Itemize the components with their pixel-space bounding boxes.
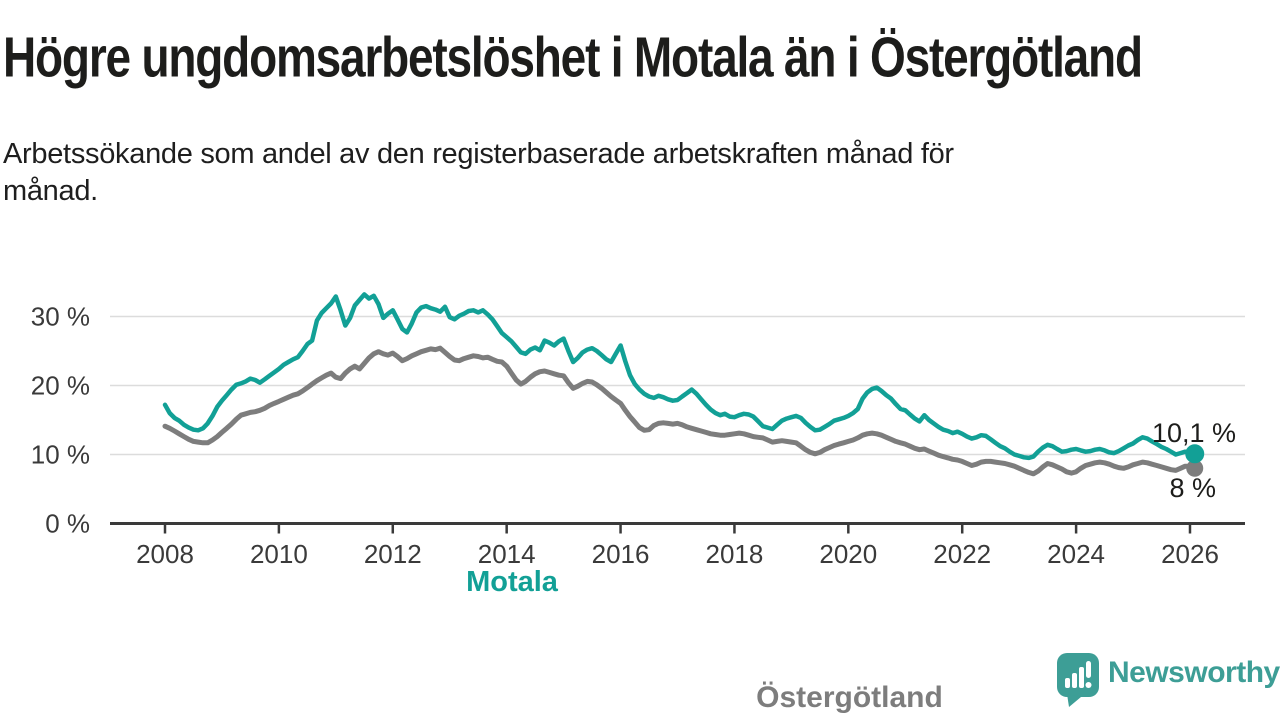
line-chart: 0 % 10 % 20 % 30 % 2008 2010 2012 2014 2016 2018 2…	[0, 250, 1280, 714]
y-axis-label: 20 %	[31, 371, 90, 401]
x-axis-label: 2020	[819, 539, 877, 569]
x-axis-label: 2026	[1161, 539, 1219, 569]
subtitle-line-1: Arbetssökande som andel av den registerb…	[3, 138, 954, 170]
brand-footer: Newsworthy	[1056, 652, 1280, 708]
y-axis-label: 10 %	[31, 440, 90, 470]
x-axis-label: 2010	[250, 539, 308, 569]
end-value-label-ostergotland: 8 %	[1169, 473, 1216, 503]
x-axis-label: 2018	[706, 539, 764, 569]
x-axis-label: 2012	[364, 539, 422, 569]
newsworthy-logo-icon	[1057, 653, 1099, 707]
page-title: Högre ungdomsarbetslöshet i Motala än i …	[3, 25, 1143, 89]
page-subtitle: Arbetssökande som andel av den registerb…	[3, 136, 954, 210]
y-axis-label: 0 %	[45, 509, 90, 539]
chart-canvas: 0 % 10 % 20 % 30 % 2008 2010 2012 2014 2016 2018 2…	[31, 292, 1245, 569]
series-line-ostergotland	[162, 345, 1198, 477]
x-axis-label: 2024	[1047, 539, 1105, 569]
end-value-label-motala: 10,1 %	[1151, 418, 1236, 448]
series-label-motala: Motala	[466, 566, 558, 598]
y-axis-label: 30 %	[31, 302, 90, 332]
brand-wordmark: Newsworthy	[1108, 656, 1280, 689]
subtitle-line-2: månad.	[3, 175, 98, 207]
series-label-ostergotland: Östergötland	[756, 681, 943, 714]
series-line-motala	[162, 292, 1197, 461]
x-axis-label: 2008	[136, 539, 194, 569]
end-dot-motala	[1185, 444, 1205, 464]
x-axis-label: 2014	[478, 539, 536, 569]
end-dot-ostergotland	[1186, 459, 1204, 477]
x-axis-label: 2022	[933, 539, 991, 569]
x-axis-label: 2016	[592, 539, 650, 569]
